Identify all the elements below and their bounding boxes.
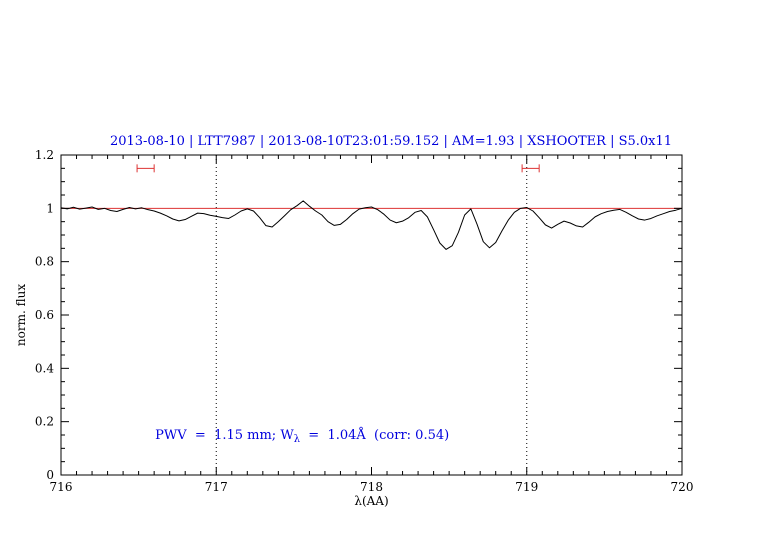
y-tick-label: 0 [46, 468, 54, 482]
x-tick-label: 717 [205, 480, 228, 494]
y-tick-label: 0.8 [35, 255, 54, 269]
x-tick-label: 719 [515, 480, 538, 494]
x-tick-label: 718 [360, 480, 383, 494]
y-tick-label: 0.6 [35, 308, 54, 322]
y-tick-label: 1 [46, 201, 54, 215]
pwv-annotation-suffix: = 1.04Å (corr: 0.54) [300, 427, 450, 443]
pwv-annotation-subscript: λ [293, 433, 301, 445]
x-tick-label: 716 [50, 480, 73, 494]
y-tick-label: 1.2 [35, 148, 54, 162]
plot-title: 2013-08-10 | LTT7987 | 2013-08-10T23:01:… [109, 134, 673, 149]
x-tick-label: 720 [671, 480, 694, 494]
x-axis-label: λ(AA) [354, 494, 389, 508]
y-tick-label: 0.2 [35, 415, 54, 429]
pwv-annotation-prefix: PWV = 1.15 mm; W [155, 427, 294, 443]
spectrum-line [60, 200, 683, 250]
pwv-annotation: PWV = 1.15 mm; Wλ = 1.04Å (corr: 0.54) [139, 413, 450, 460]
y-tick-label: 0.4 [35, 361, 54, 375]
